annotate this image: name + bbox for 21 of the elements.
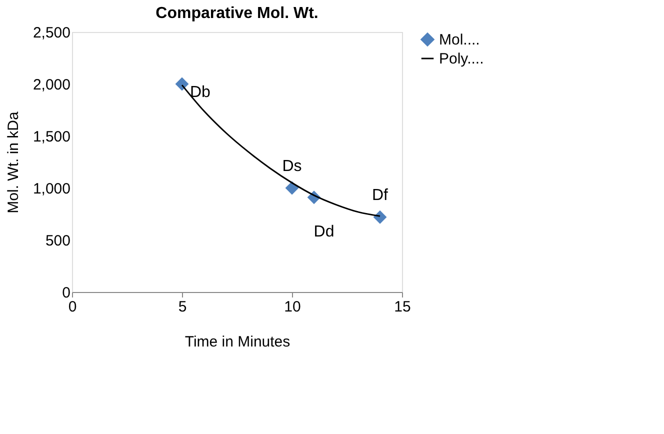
y-tick-label: 500 — [45, 232, 70, 250]
y-tick-label: 2,000 — [32, 76, 70, 94]
y-tick-label: 1,000 — [32, 180, 70, 198]
y-tick-label: 0 — [62, 284, 70, 302]
point — [175, 77, 189, 91]
y-tick-label: 1,500 — [32, 128, 70, 146]
legend-label: Poly.... — [439, 50, 484, 68]
x-tick-label: 5 — [178, 298, 187, 316]
x-tick-label: 15 — [394, 298, 411, 316]
annotation: Dd — [314, 223, 334, 240]
point — [285, 181, 299, 195]
annotation: Db — [190, 84, 211, 101]
y-tick-label: 2,500 — [32, 24, 70, 42]
point — [373, 210, 387, 224]
legend-label: Mol.... — [439, 32, 480, 48]
chart-title: Comparative Mol. Wt. — [156, 5, 318, 22]
annotation: Df — [372, 187, 389, 204]
x-axis-title: Time in Minutes — [184, 334, 290, 350]
y-axis-title: Mol. Wt. in kDa — [4, 111, 22, 214]
annotation: Ds — [282, 158, 302, 175]
x-tick-label: 10 — [284, 298, 301, 316]
